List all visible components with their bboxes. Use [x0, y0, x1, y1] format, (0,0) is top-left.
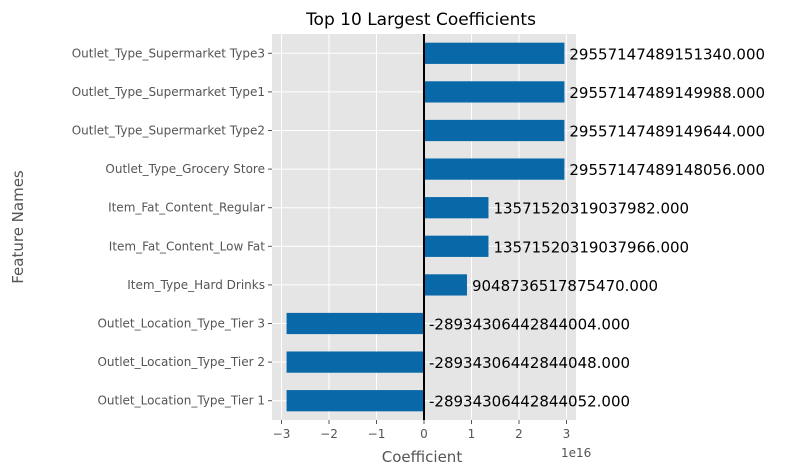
y-tick-label: Outlet_Type_Supermarket Type3	[72, 46, 265, 60]
data-label: -28934306442844048.000	[429, 354, 630, 372]
x-axis-ticks: −3 −2 −1 0 1 2 3	[273, 420, 571, 441]
data-label: 29557147489148056.000	[569, 161, 765, 179]
x-tick-label: 2	[515, 427, 523, 441]
bar	[424, 81, 565, 103]
data-label: -28934306442844004.000	[429, 316, 630, 334]
data-label: 29557147489151340.000	[569, 45, 765, 63]
chart-title: Top 10 Largest Coefficients	[305, 10, 536, 30]
x-tick-label: −2	[320, 427, 338, 441]
data-labels: 29557147489151340.000 29557147489149988.0…	[429, 45, 765, 410]
bar	[424, 42, 565, 64]
bar	[424, 197, 489, 219]
y-tick-label: Outlet_Location_Type_Tier 1	[97, 394, 265, 408]
x-tick-label: 3	[563, 427, 571, 441]
bar	[424, 158, 565, 180]
bar	[286, 390, 424, 412]
bar	[286, 312, 424, 335]
y-tick-label: Outlet_Type_Supermarket Type2	[72, 124, 265, 138]
bar	[424, 235, 489, 257]
bar	[286, 351, 424, 373]
y-tick-label: Item_Fat_Content_Regular	[108, 201, 265, 215]
x-axis-label: Coefficient	[382, 448, 463, 466]
x-axis-offset-label: 1e16	[561, 446, 591, 460]
bars	[286, 42, 565, 412]
y-axis-label: Feature Names	[9, 170, 27, 284]
data-label: 29557147489149988.000	[569, 84, 765, 102]
x-tick-label: 1	[468, 427, 476, 441]
x-tick-label: 0	[420, 427, 428, 441]
y-tick-label: Outlet_Location_Type_Tier 2	[97, 355, 265, 369]
data-label: 13571520319037982.000	[493, 200, 689, 218]
y-tick-label: Item_Type_Hard Drinks	[127, 278, 265, 292]
y-tick-label: Item_Fat_Content_Low Fat	[109, 239, 266, 253]
y-tick-label: Outlet_Type_Grocery Store	[105, 162, 265, 176]
data-label: -28934306442844052.000	[429, 393, 630, 411]
bar	[424, 274, 467, 296]
data-label: 9048736517875470.000	[472, 277, 658, 295]
bar	[424, 119, 565, 142]
data-label: 13571520319037966.000	[493, 238, 689, 256]
x-tick-label: −1	[368, 427, 386, 441]
y-tick-label: Outlet_Location_Type_Tier 3	[97, 317, 265, 331]
y-axis-ticks: Outlet_Type_Supermarket Type3 Outlet_Type…	[72, 46, 272, 408]
x-tick-label: −3	[273, 427, 291, 441]
y-tick-label: Outlet_Type_Supermarket Type1	[72, 85, 265, 99]
data-label: 29557147489149644.000	[569, 123, 765, 141]
